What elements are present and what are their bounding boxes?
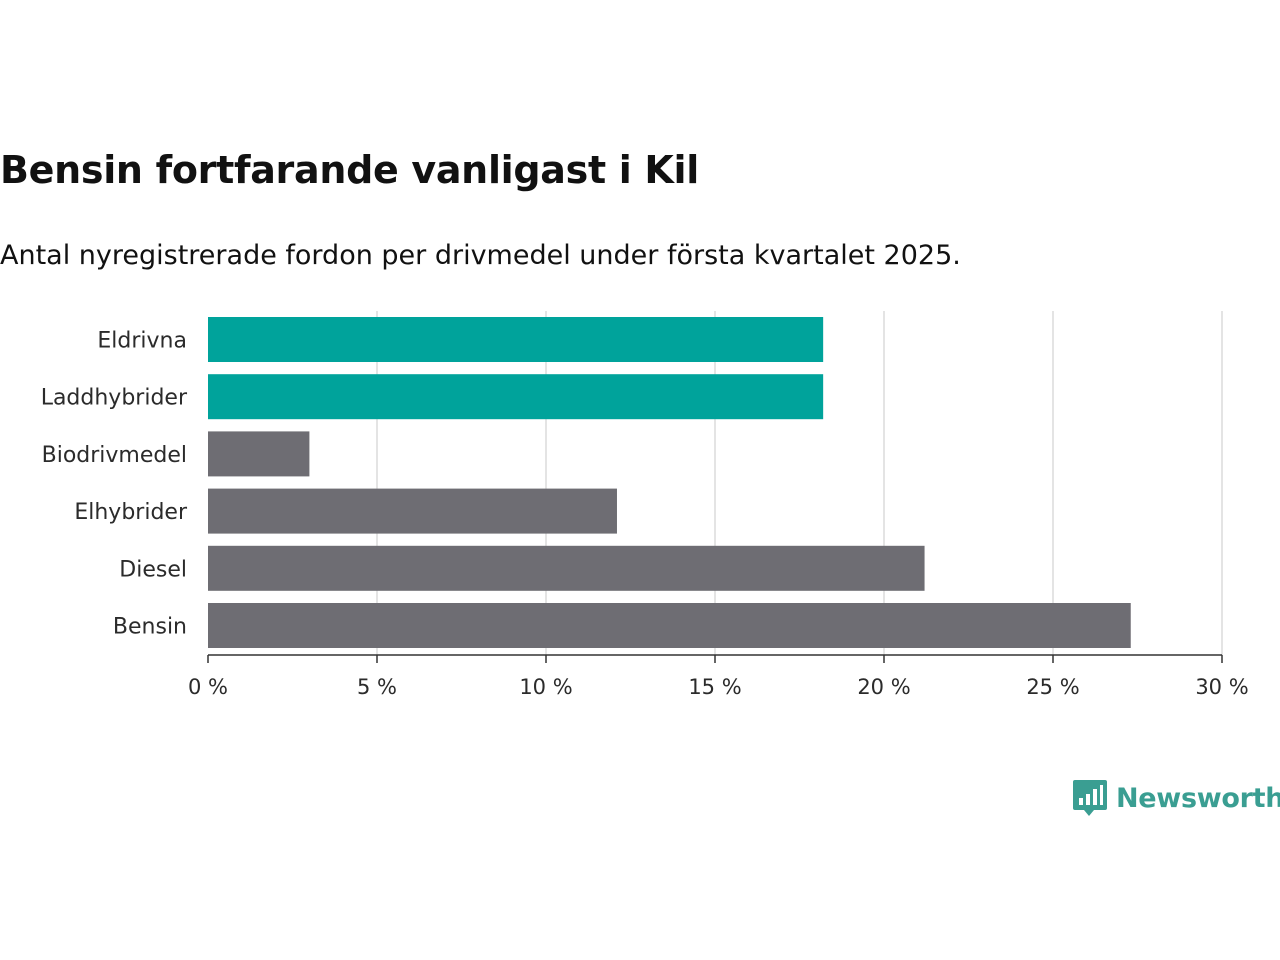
bar-eldrivna bbox=[208, 317, 824, 362]
category-label: Biodrivmedel bbox=[42, 443, 187, 468]
category-label: Elhybrider bbox=[74, 500, 188, 525]
bar-bensin bbox=[208, 603, 1131, 648]
bar-laddhybrider bbox=[208, 374, 824, 420]
x-tick-label: 30 % bbox=[1195, 675, 1248, 699]
category-label: Laddhybrider bbox=[41, 386, 188, 411]
bar-biodrivmedel bbox=[208, 431, 310, 477]
brand-name: Newsworthy bbox=[1116, 782, 1280, 814]
x-tick-label: 10 % bbox=[519, 675, 572, 699]
chart-title: Bensin fortfarande vanligast i Kil bbox=[0, 148, 699, 192]
gridlines bbox=[376, 311, 1223, 655]
category-label: Diesel bbox=[119, 557, 187, 582]
x-tick-label: 20 % bbox=[857, 675, 910, 699]
bars bbox=[208, 317, 1131, 648]
category-labels: Eldrivna Laddhybrider Biodrivmedel Elhybrid… bbox=[41, 329, 188, 640]
category-label: Eldrivna bbox=[97, 329, 187, 354]
x-tick-label: 5 % bbox=[357, 675, 397, 699]
x-tick-label: 15 % bbox=[688, 675, 741, 699]
x-tick-label: 0 % bbox=[188, 675, 228, 699]
x-axis: 0 % 5 % 10 % 15 % 20 % 25 % 30 % bbox=[188, 654, 1249, 699]
category-label: Bensin bbox=[113, 615, 187, 640]
newsworthy-logo: Newsworthy bbox=[1072, 776, 1280, 820]
bar-elhybrider bbox=[208, 488, 617, 534]
chart-subtitle: Antal nyregistrerade fordon per drivmede… bbox=[0, 240, 961, 271]
x-tick-label: 25 % bbox=[1026, 675, 1079, 699]
bar-diesel bbox=[208, 545, 925, 591]
newsworthy-logo-icon bbox=[1073, 780, 1107, 816]
